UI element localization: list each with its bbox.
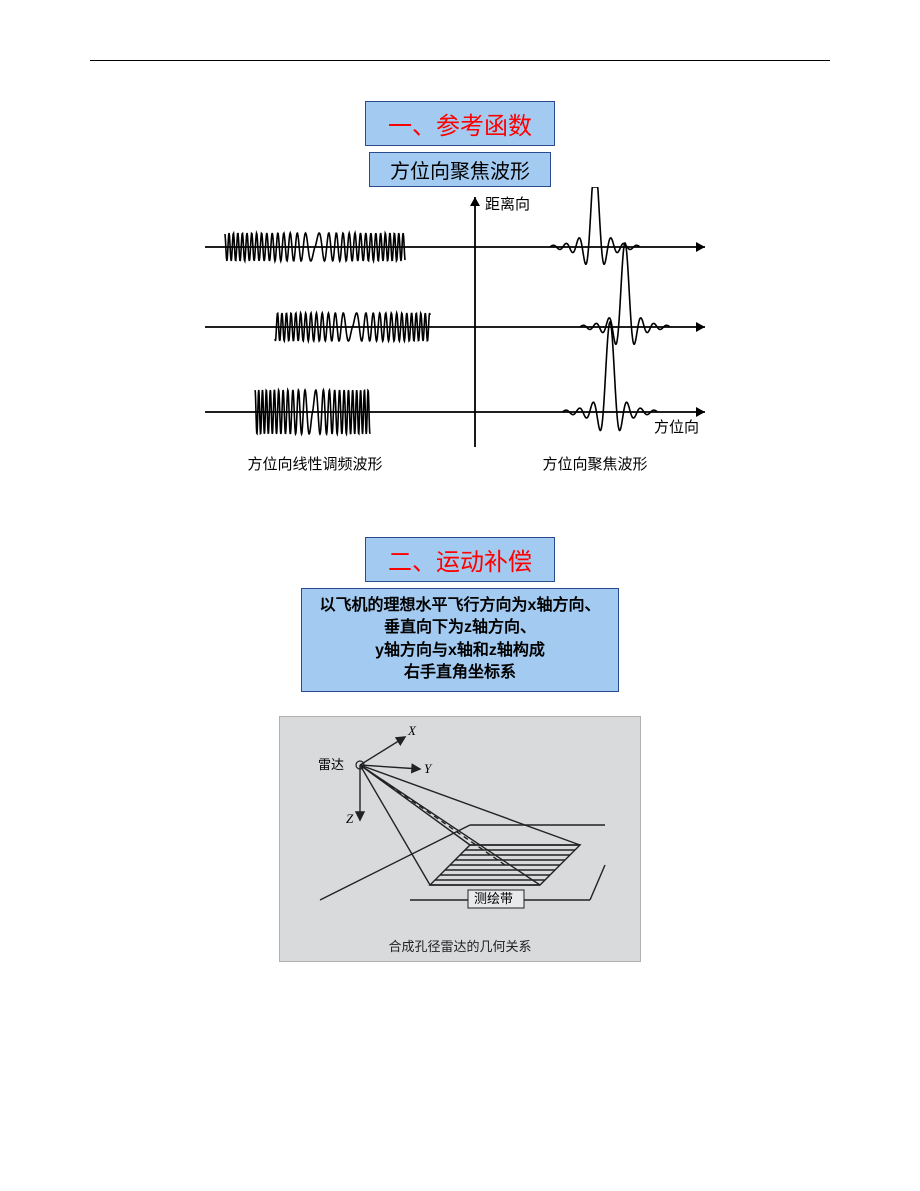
section2-desc-wrap: 以飞机的理想水平飞行方向为x轴方向、垂直向下为z轴方向、y轴方向与x轴和z轴构成… xyxy=(90,588,830,692)
geometry-figure: 雷达 X Y Z 测绘带 合成孔径雷达的几何关系 xyxy=(279,716,641,962)
section1-subheader-wrap: 方位向聚焦波形 xyxy=(90,152,830,187)
section2-desc: 以飞机的理想水平飞行方向为x轴方向、垂直向下为z轴方向、y轴方向与x轴和z轴构成… xyxy=(301,588,620,692)
svg-text:Z: Z xyxy=(346,811,354,826)
top-rule xyxy=(90,60,830,61)
geometry-svg: 雷达 X Y Z 测绘带 xyxy=(290,725,610,925)
svg-text:方位向聚焦波形: 方位向聚焦波形 xyxy=(542,456,647,473)
section2-header-wrap: 二、运动补偿 xyxy=(90,537,830,582)
svg-text:测绘带: 测绘带 xyxy=(474,891,513,906)
geometry-caption: 合成孔径雷达的几何关系 xyxy=(290,936,630,955)
section1-header-wrap: 一、参考函数 xyxy=(90,101,830,146)
section1-subtitle: 方位向聚焦波形 xyxy=(369,152,551,187)
section1-title: 一、参考函数 xyxy=(365,101,555,146)
page: 一、参考函数 方位向聚焦波形 距离向方位向方位向线性调频波形 方位向聚焦波形 二、… xyxy=(0,0,920,1191)
svg-text:X: X xyxy=(407,725,417,738)
svg-text:Y: Y xyxy=(424,761,433,776)
section2-title: 二、运动补偿 xyxy=(365,537,555,582)
svg-text:方位向: 方位向 xyxy=(654,419,699,436)
svg-text:雷达: 雷达 xyxy=(318,757,344,772)
waveform-chart: 距离向方位向方位向线性调频波形 方位向聚焦波形 xyxy=(195,187,725,487)
svg-text:方位向线性调频波形: 方位向线性调频波形 xyxy=(247,456,382,473)
svg-text:距离向: 距离向 xyxy=(485,196,530,213)
